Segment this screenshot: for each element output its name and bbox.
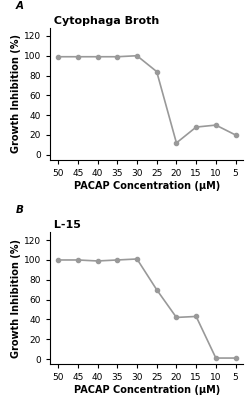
- Y-axis label: Growth Inhibition (%): Growth Inhibition (%): [11, 239, 21, 358]
- Text: A: A: [15, 1, 23, 11]
- X-axis label: PACAP Concentration (μM): PACAP Concentration (μM): [74, 180, 219, 190]
- Y-axis label: Growth Inhibition (%): Growth Inhibition (%): [11, 34, 21, 153]
- Text: Cytophaga Broth: Cytophaga Broth: [50, 16, 159, 26]
- Text: L-15: L-15: [50, 220, 81, 230]
- X-axis label: PACAP Concentration (μM): PACAP Concentration (μM): [74, 385, 219, 395]
- Text: B: B: [15, 205, 23, 215]
